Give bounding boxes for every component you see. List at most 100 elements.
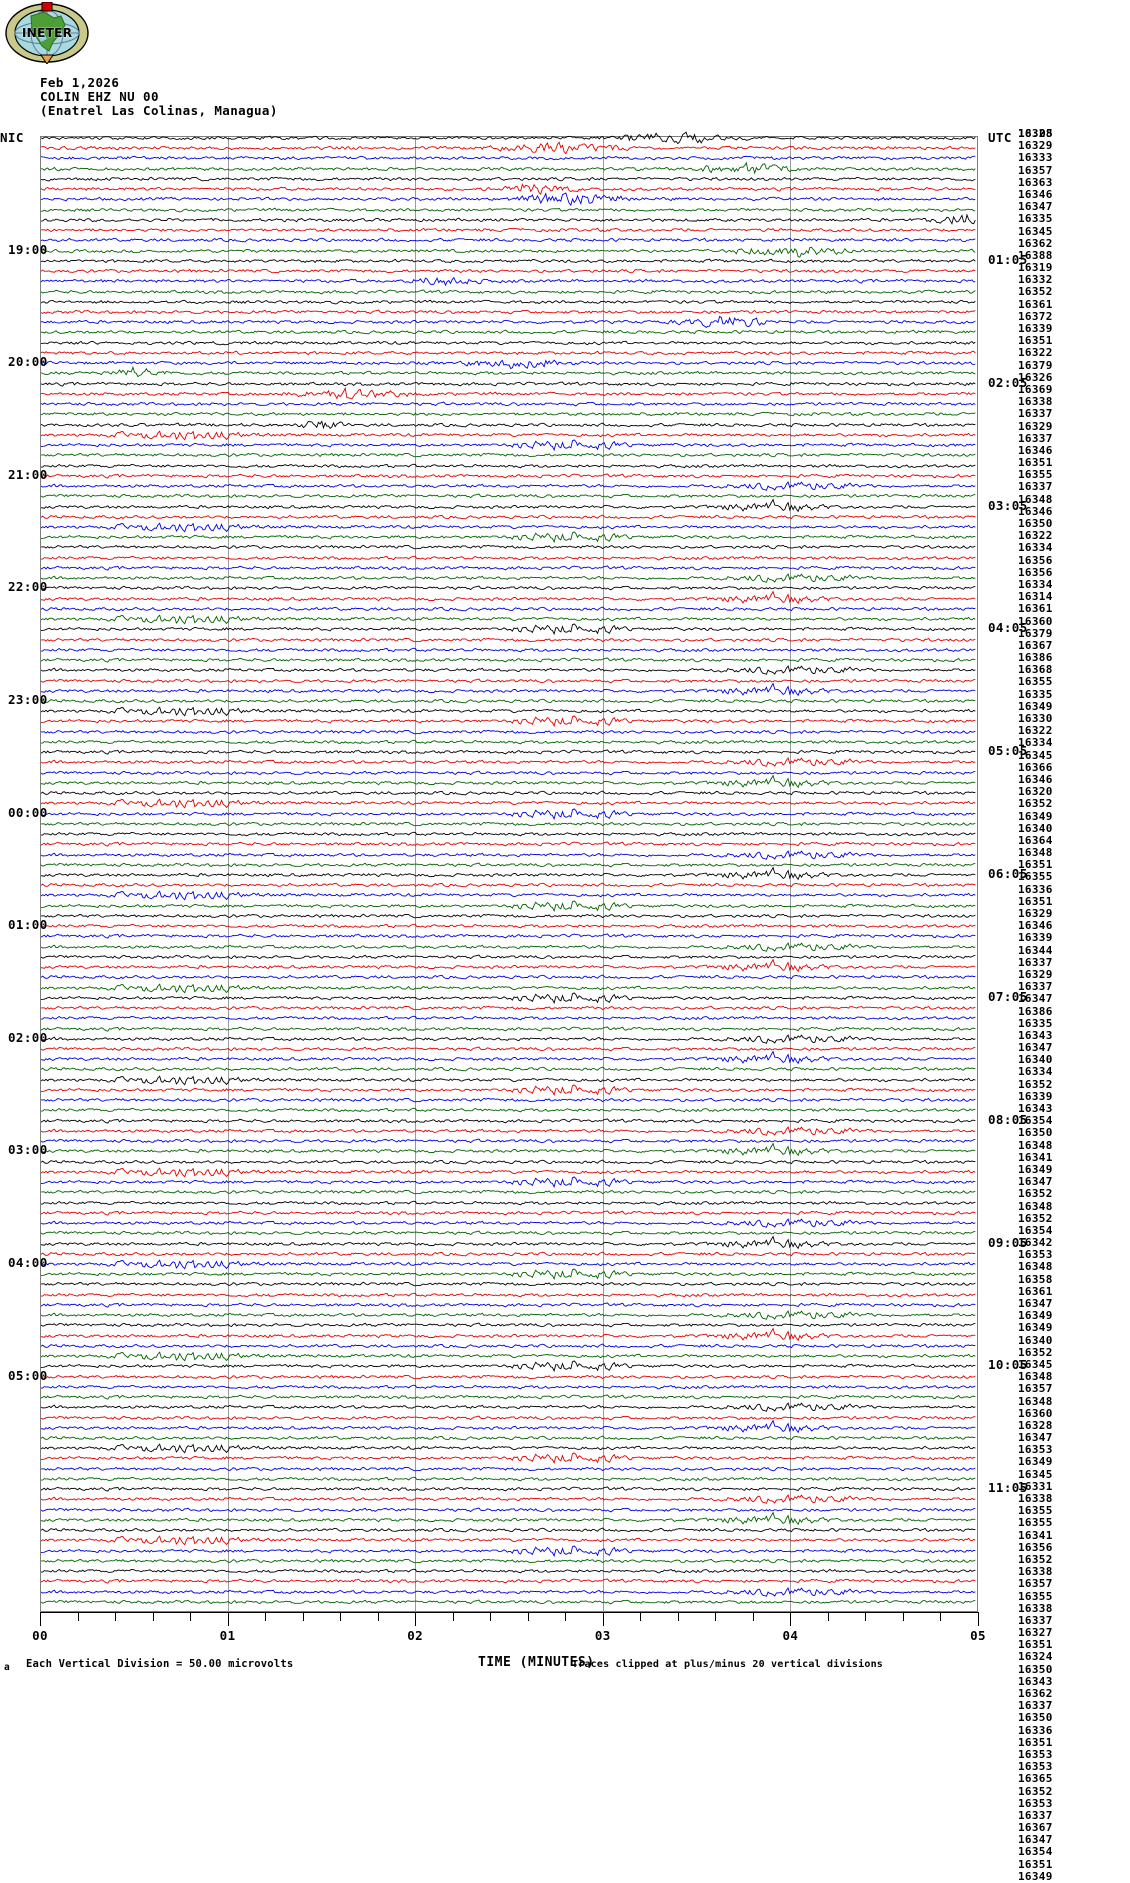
amplitude-value: 16337 [1018, 1808, 1053, 1822]
seismic-trace-row [41, 790, 977, 816]
trace-path [41, 892, 975, 901]
amplitude-value: 16348 [1018, 1370, 1053, 1384]
trace-path [41, 984, 975, 993]
amplitude-value: 16361 [1018, 297, 1053, 311]
seismic-trace-row [41, 207, 977, 233]
trace-path [41, 771, 975, 775]
seismic-trace-row [41, 1190, 977, 1216]
x-tick-major [790, 1612, 792, 1626]
trace-path [41, 177, 975, 181]
trace-path [41, 775, 975, 787]
seismic-trace-row [41, 1384, 977, 1410]
left-time-label: 00:00 [8, 804, 48, 820]
trace-path [41, 1512, 975, 1524]
amplitude-value: 16338 [1018, 1601, 1053, 1615]
x-tick-minor [640, 1612, 642, 1621]
seismic-trace-row [41, 524, 977, 550]
amplitude-value: 16327 [1018, 1626, 1053, 1640]
trace-path [41, 208, 975, 212]
amplitude-value: 16348 [1018, 1138, 1053, 1152]
x-tick-minor [190, 1612, 192, 1621]
x-tick-major [40, 1612, 41, 1626]
seismic-trace-row [41, 309, 977, 335]
amplitude-value: 16361 [1018, 1284, 1053, 1298]
amplitude-value: 16351 [1018, 1735, 1053, 1749]
trace-path [41, 1528, 975, 1532]
trace-path [41, 750, 975, 754]
seismic-trace-row [41, 1579, 977, 1605]
seismic-trace-row [41, 1517, 977, 1543]
amplitude-value: 16349 [1018, 699, 1053, 713]
seismic-trace-row [41, 637, 977, 663]
amplitude-value: 16379 [1018, 626, 1053, 640]
seismic-trace-row [41, 360, 977, 386]
header-block: Feb 1,2026 COLIN EHZ NU 00 (Enatrel Las … [40, 76, 278, 118]
seismic-trace-row [41, 749, 977, 775]
amplitude-value: 16355 [1018, 1516, 1053, 1530]
x-tick-minor [452, 1612, 454, 1621]
seismic-trace-row [41, 1026, 977, 1052]
trace-path [41, 1119, 975, 1123]
trace-path [41, 1236, 975, 1248]
amplitude-value: 16346 [1018, 772, 1053, 786]
amplitude-value: 16334 [1018, 577, 1053, 591]
trace-path [41, 1467, 975, 1470]
seismic-trace-row [41, 463, 977, 489]
amplitude-value: 16357 [1018, 1382, 1053, 1396]
seismic-trace-row [41, 1292, 977, 1318]
x-tick-minor [490, 1612, 492, 1621]
amplitude-value: 16351 [1018, 456, 1053, 470]
amplitude-value: 16362 [1018, 1687, 1053, 1700]
right-time-label: 01:05 [988, 251, 1028, 267]
seismic-trace-row [41, 770, 977, 796]
amplitude-value: 16353 [1018, 1443, 1053, 1457]
seismic-trace-row [41, 729, 977, 755]
amplitude-value: 16346 [1018, 187, 1053, 201]
vertical-division-note: Each Vertical Division = 50.00 microvolt… [26, 1658, 294, 1670]
amplitude-value: 16322 [1018, 724, 1053, 738]
trace-path [41, 1252, 975, 1256]
x-tick-minor [865, 1612, 867, 1621]
trace-path [41, 1293, 975, 1297]
ineter-logo: INETER [4, 1, 90, 65]
amplitude-value: 16345 [1018, 224, 1053, 238]
amplitude-value: 16322 [1018, 346, 1053, 360]
right-time-label: 03:05 [988, 497, 1028, 513]
seismic-trace-row [41, 954, 977, 980]
right-time-label: 09:05 [988, 1234, 1028, 1250]
seismic-trace-row [41, 1149, 977, 1175]
seismic-trace-row [41, 268, 977, 294]
amplitude-value: 16337 [1018, 980, 1053, 994]
seismic-trace-row [41, 1323, 977, 1349]
amplitude-value: 16349 [1018, 1455, 1053, 1469]
amplitude-value: 16340 [1018, 821, 1053, 835]
seismic-trace-row [41, 1159, 977, 1185]
seismic-trace-row [41, 227, 977, 253]
seismic-trace-row [41, 1415, 977, 1441]
right-time-label: 07:05 [988, 988, 1028, 1004]
seismic-trace-row [41, 811, 977, 837]
amplitude-value: 16337 [1018, 431, 1053, 445]
seismic-trace-row [41, 350, 977, 376]
amplitude-value: 16314 [1018, 590, 1053, 604]
seismic-trace-row [41, 1179, 977, 1205]
trace-path [41, 1201, 975, 1205]
amplitude-value: 16336 [1018, 882, 1053, 896]
helicorder-plot[interactable] [40, 136, 978, 1612]
trace-path [41, 1453, 975, 1463]
amplitude-value: 16335 [1018, 212, 1053, 226]
amplitude-value: 16362 [1018, 236, 1053, 250]
amplitude-value: 16333 [1018, 151, 1053, 165]
trace-path [41, 1311, 975, 1319]
minute-gridline-02 [415, 137, 417, 1611]
trace-path [41, 809, 975, 819]
amplitude-value: 16348 [1018, 1394, 1053, 1408]
amplitude-value: 16340 [1018, 1333, 1053, 1347]
trace-path [41, 1052, 975, 1064]
seismic-trace-row [41, 176, 977, 202]
header-station: COLIN EHZ NU 00 [40, 89, 159, 104]
trace-path [41, 758, 975, 766]
trace-path [41, 1168, 975, 1177]
seismic-trace-row [41, 657, 977, 683]
seismic-trace-row [41, 1425, 977, 1451]
